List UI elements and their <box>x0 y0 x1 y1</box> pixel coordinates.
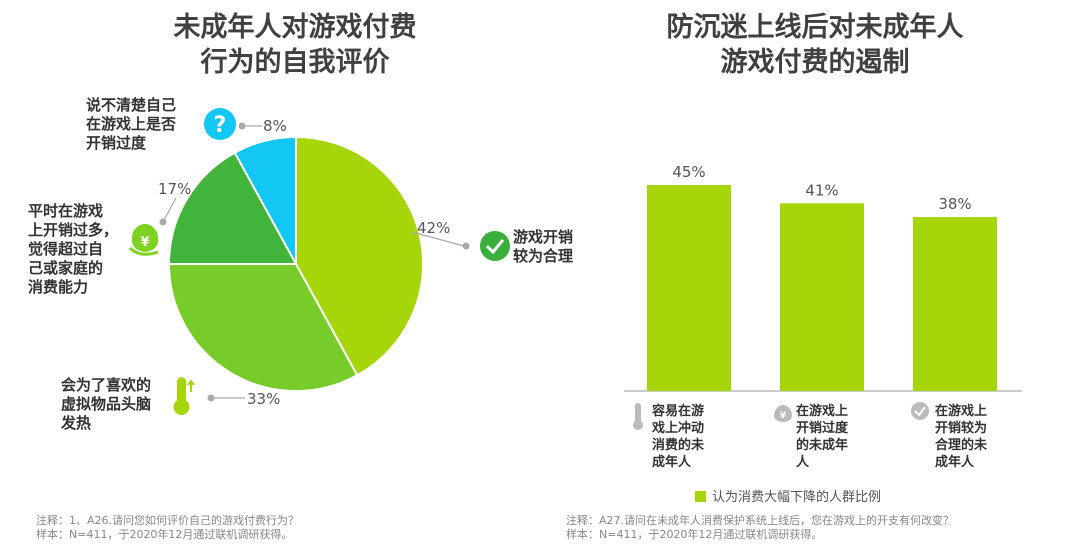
label-line: 合理的未 <box>935 438 988 453</box>
label-line: 会为了喜欢的 <box>61 376 152 394</box>
svg-text:?: ? <box>214 113 227 138</box>
label-line: 己或家庭的 <box>28 259 104 277</box>
label-line: 在游戏上 <box>796 404 849 419</box>
pie-slice-unsure <box>233 135 297 265</box>
question-icon: ? <box>204 108 236 140</box>
leader-dot-impulse <box>207 394 215 402</box>
pie-value-reasonable: 42% <box>417 219 451 237</box>
leader-dot-unsure <box>238 122 246 130</box>
check-icon <box>911 402 929 420</box>
bar-series: 45% 41% 38% <box>647 163 997 391</box>
label-line: 成年人 <box>652 455 692 470</box>
bar-3 <box>913 217 997 391</box>
label-line: 开销较为 <box>935 421 988 436</box>
label-line: 平时在游戏 <box>28 202 104 220</box>
label-line: 开销过度 <box>86 134 147 152</box>
pie-slice-overspend <box>167 151 298 265</box>
bar-value-label-2: 41% <box>805 181 838 199</box>
footnote-line: 注释：A27.请问在未成年人消费保护系统上线后，您在游戏上的开支有何改变？ <box>566 514 955 527</box>
legend-label: 认为消费大幅下降的人群比例 <box>712 490 882 505</box>
thermometer-icon <box>173 377 195 415</box>
footnote-line: 样本：N=411，于2020年12月通过联机调研获得。 <box>36 528 293 541</box>
pie-title-line1: 未成年人对游戏付费 <box>173 12 417 43</box>
bar-value-label-1: 45% <box>672 163 705 181</box>
bar-2 <box>780 203 864 391</box>
pie-footnote: 注释：1、A26.请问您如何评价自己的游戏付费行为？ 样本：N=411，于202… <box>36 514 299 542</box>
pie-chart <box>167 135 424 392</box>
bar-title-line2: 游戏付费的遏制 <box>720 47 910 78</box>
label-line: 人 <box>796 455 810 470</box>
bar-1 <box>647 185 731 391</box>
label-line: 觉得超过自 <box>28 240 104 258</box>
pie-label-impulse: 会为了喜欢的 虚拟物品头脑 发热 <box>61 376 151 433</box>
pie-title-line2: 行为的自我评价 <box>200 47 390 78</box>
label-line: 开销过度 <box>796 421 849 436</box>
label-line: 在游戏上 <box>935 404 988 419</box>
leader-dot-overspend <box>159 218 167 226</box>
money-bag-icon: ¥ <box>128 224 159 256</box>
pie-label-unsure: 说不清楚自己 在游戏上是否 开销过度 <box>86 96 176 153</box>
pie-label-reasonable: 游戏开销 较为合理 <box>513 228 573 266</box>
bar-title-line1: 防沉迷上线后对未成年人 <box>666 12 964 43</box>
label-line: 上开销过多， <box>28 221 119 239</box>
svg-text:¥: ¥ <box>140 235 149 250</box>
pie-label-overspend: 平时在游戏 上开销过多， 觉得超过自 己或家庭的 消费能力 <box>28 202 118 297</box>
bar-category-label-3: 在游戏上 开销较为 合理的未 成年人 <box>935 403 997 471</box>
label-line: 游戏开销 <box>513 228 574 246</box>
label-line: 虚拟物品头脑 <box>61 395 152 413</box>
pie-value-overspend: 17% <box>158 180 192 198</box>
label-line: 较为合理 <box>513 247 574 265</box>
label-line: 发热 <box>61 414 92 432</box>
pie-chart-title: 未成年人对游戏付费 行为的自我评价 <box>130 10 460 80</box>
label-line: 消费的未 <box>652 438 705 453</box>
label-line: 在游戏上是否 <box>86 115 177 133</box>
money-bag-icon: ¥ <box>774 405 792 422</box>
bar-footnote: 注释：A27.请问在未成年人消费保护系统上线后，您在游戏上的开支有何改变？ 样本… <box>566 514 954 542</box>
leader-reasonable <box>411 231 465 247</box>
svg-text:¥: ¥ <box>780 411 787 421</box>
pie-slice-reasonable <box>295 135 424 377</box>
label-line: 说不清楚自己 <box>86 96 177 114</box>
bar-category-label-2: 在游戏上 开销过度 的未成年 人 <box>796 403 858 471</box>
pie-slice-impulse <box>167 263 359 392</box>
label-line: 容易在游 <box>652 404 705 419</box>
thermometer-icon <box>633 403 643 430</box>
pie-value-impulse: 33% <box>247 390 281 408</box>
bar-category-label-1: 容易在游 戏上冲动 消费的未 成年人 <box>652 403 714 471</box>
bar-value-label-3: 38% <box>938 195 971 213</box>
legend-swatch <box>695 491 706 502</box>
bar-chart-title: 防沉迷上线后对未成年人 游戏付费的遏制 <box>625 10 1005 80</box>
label-line: 成年人 <box>935 455 975 470</box>
leader-overspend <box>163 197 177 221</box>
label-line: 戏上冲动 <box>652 421 705 436</box>
pie-value-unsure: 8% <box>263 117 287 135</box>
leader-dot-reasonable <box>462 242 470 250</box>
label-line: 的未成年 <box>796 438 849 453</box>
footnote-line: 注释：1、A26.请问您如何评价自己的游戏付费行为？ <box>36 514 300 527</box>
pie-leader-lines <box>159 122 470 402</box>
footnote-line: 样本：N=411，于2020年12月通过联机调研获得。 <box>566 528 823 541</box>
label-line: 消费能力 <box>28 278 89 296</box>
bar-legend: 认为消费大幅下降的人群比例 <box>695 486 881 505</box>
check-icon <box>480 231 510 261</box>
